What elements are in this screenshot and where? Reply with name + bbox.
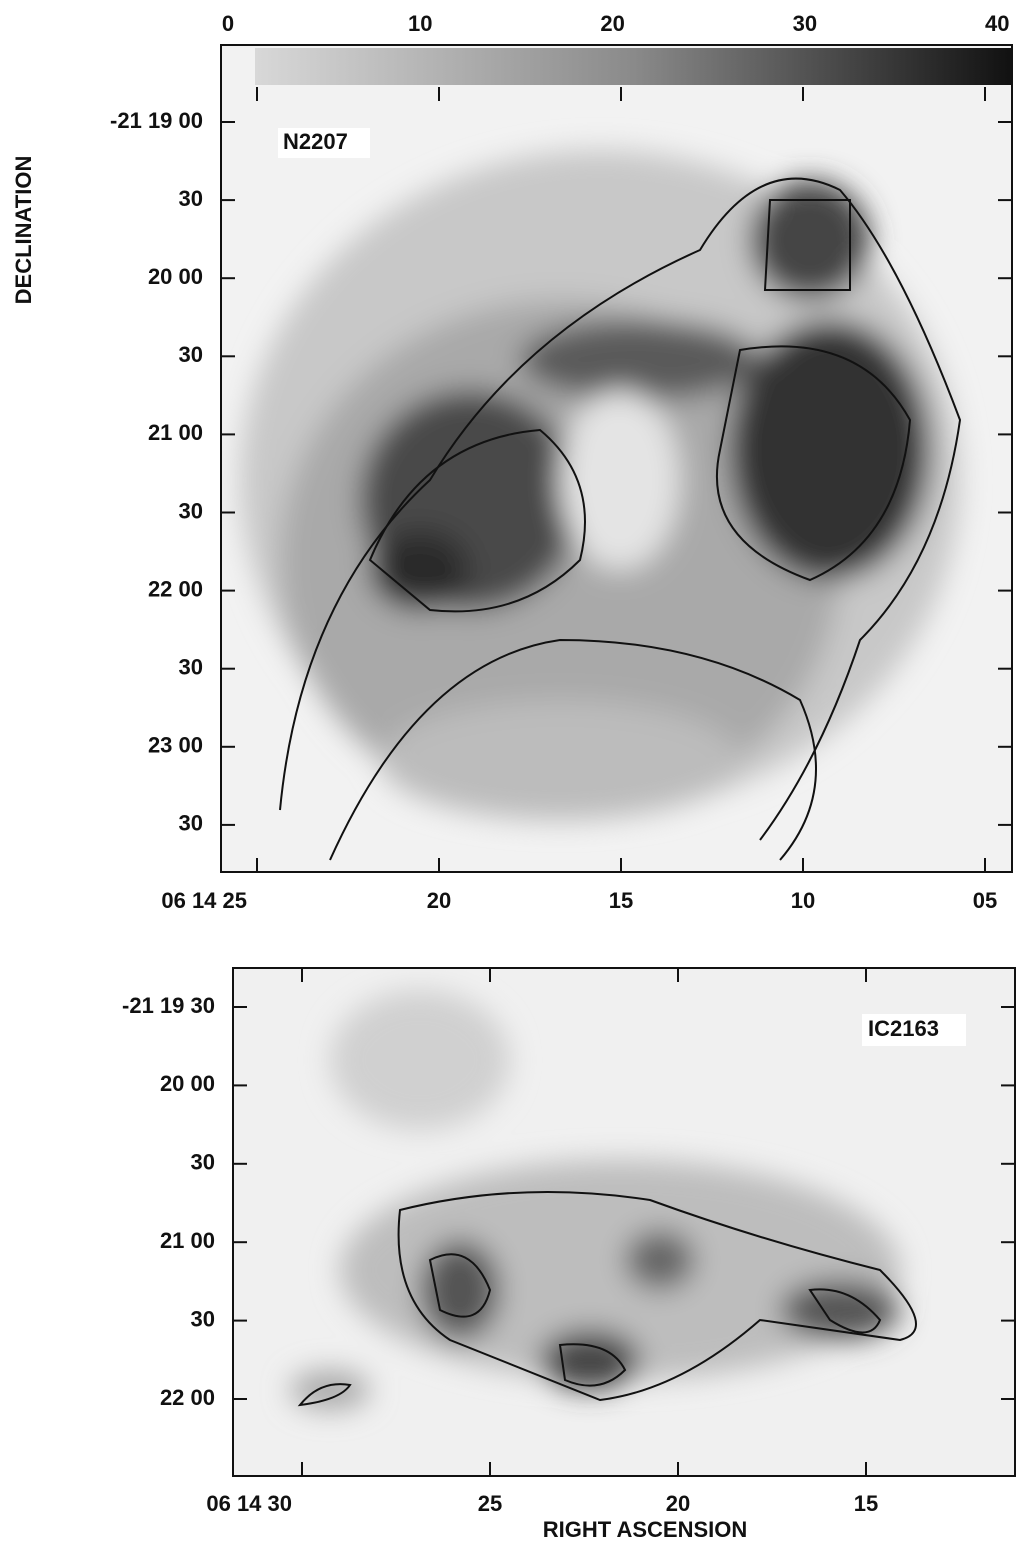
x-tick-label: 06 14 30 <box>206 1491 292 1516</box>
colorbar-tick-label: 40 <box>985 11 1009 36</box>
y-tick-label: 22 00 <box>160 1385 215 1410</box>
y-tick-label: 20 00 <box>148 264 203 289</box>
n2207-image <box>221 45 1012 872</box>
y-tick-label: -21 19 00 <box>110 108 203 133</box>
y-tick-label: 30 <box>191 1150 215 1175</box>
y-tick-label: 30 <box>179 655 203 680</box>
x-tick-label: 20 <box>666 1491 690 1516</box>
panel-label: IC2163 <box>868 1016 939 1041</box>
panel-label: N2207 <box>283 129 348 154</box>
ic2163-image <box>233 968 1015 1476</box>
panel-frame <box>232 967 1016 1477</box>
y-tick-label: 23 00 <box>148 733 203 758</box>
x-tick-label: 20 <box>427 888 451 913</box>
y-axis-label: DECLINATION <box>11 156 36 305</box>
label-box <box>862 1014 966 1046</box>
y-tick-label: 22 00 <box>148 576 203 601</box>
x-tick-label: 15 <box>854 1491 878 1516</box>
y-tick-label: 30 <box>179 498 203 523</box>
x-axis-label: RIGHT ASCENSION <box>543 1517 748 1542</box>
y-tick-label: 20 00 <box>160 1071 215 1096</box>
colorbar-tick-label: 20 <box>600 11 624 36</box>
y-tick-label: -21 19 30 <box>122 993 215 1018</box>
colorbar-tick-label: 30 <box>793 11 817 36</box>
colorbar <box>255 48 1012 85</box>
y-tick-label: 30 <box>179 186 203 211</box>
y-tick-label: 30 <box>191 1306 215 1331</box>
colorbar-tick-label: 10 <box>408 11 432 36</box>
x-tick-label: 15 <box>609 888 633 913</box>
y-tick-label: 30 <box>179 342 203 367</box>
label-box <box>278 128 370 158</box>
x-tick-label: 05 <box>973 888 997 913</box>
x-tick-label: 10 <box>791 888 815 913</box>
panel-frame <box>220 44 1013 873</box>
x-tick-label: 06 14 25 <box>161 888 247 913</box>
y-tick-label: 21 00 <box>160 1228 215 1253</box>
y-tick-label: 30 <box>179 811 203 836</box>
x-tick-label: 25 <box>478 1491 502 1516</box>
y-tick-label: 21 00 <box>148 420 203 445</box>
colorbar-tick-label: 0 <box>222 11 234 36</box>
